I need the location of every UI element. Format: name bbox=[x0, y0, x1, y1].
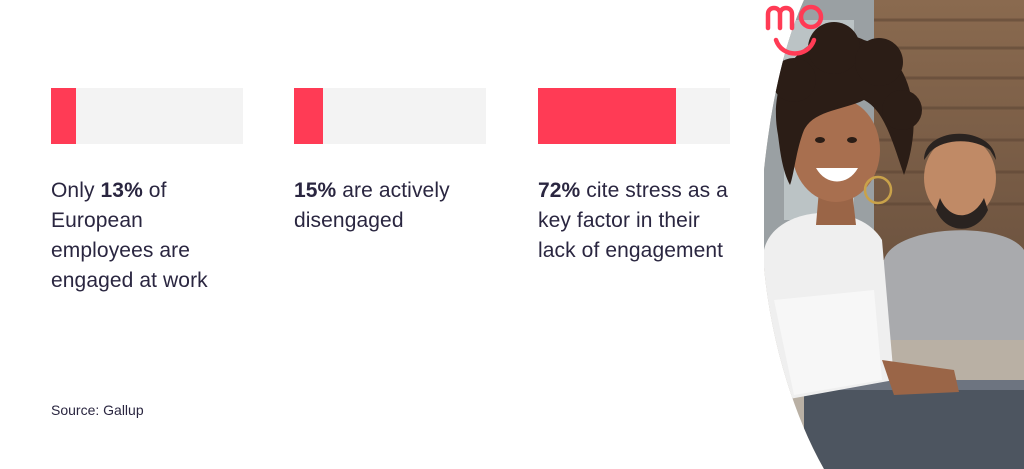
source-note: Source: Gallup bbox=[51, 402, 144, 418]
hero-photo bbox=[764, 0, 1024, 469]
mo-smile-logo-icon bbox=[765, 4, 824, 56]
progress-fill-stress bbox=[538, 88, 677, 144]
progress-fill-engaged bbox=[51, 88, 76, 144]
stat-card-disengaged: 15% are actively disengaged bbox=[294, 88, 486, 236]
stat-card-engaged: Only 13% of European employees are engag… bbox=[51, 88, 243, 296]
stat-value-engaged: 13% bbox=[100, 179, 143, 202]
stat-value-disengaged: 15% bbox=[294, 179, 337, 202]
progress-fill-disengaged bbox=[294, 88, 323, 144]
progress-bar-stress bbox=[538, 88, 730, 144]
stat-caption-disengaged: 15% are actively disengaged bbox=[294, 176, 486, 236]
caption-suffix: cite stress as a key factor in their lac… bbox=[538, 179, 728, 262]
stat-caption-engaged: Only 13% of European employees are engag… bbox=[51, 176, 243, 296]
caption-prefix: Only bbox=[51, 179, 101, 202]
stat-caption-stress: 72% cite stress as a key factor in their… bbox=[538, 176, 738, 266]
caption-suffix: are actively disengaged bbox=[294, 179, 450, 232]
progress-bar-engaged bbox=[51, 88, 243, 144]
stat-card-stress: 72% cite stress as a key factor in their… bbox=[538, 88, 730, 266]
office-photo-illustration bbox=[764, 0, 1024, 469]
progress-bar-disengaged bbox=[294, 88, 486, 144]
caption-suffix: of European employees are engaged at wor… bbox=[51, 179, 208, 292]
stat-value-stress: 72% bbox=[538, 179, 581, 202]
